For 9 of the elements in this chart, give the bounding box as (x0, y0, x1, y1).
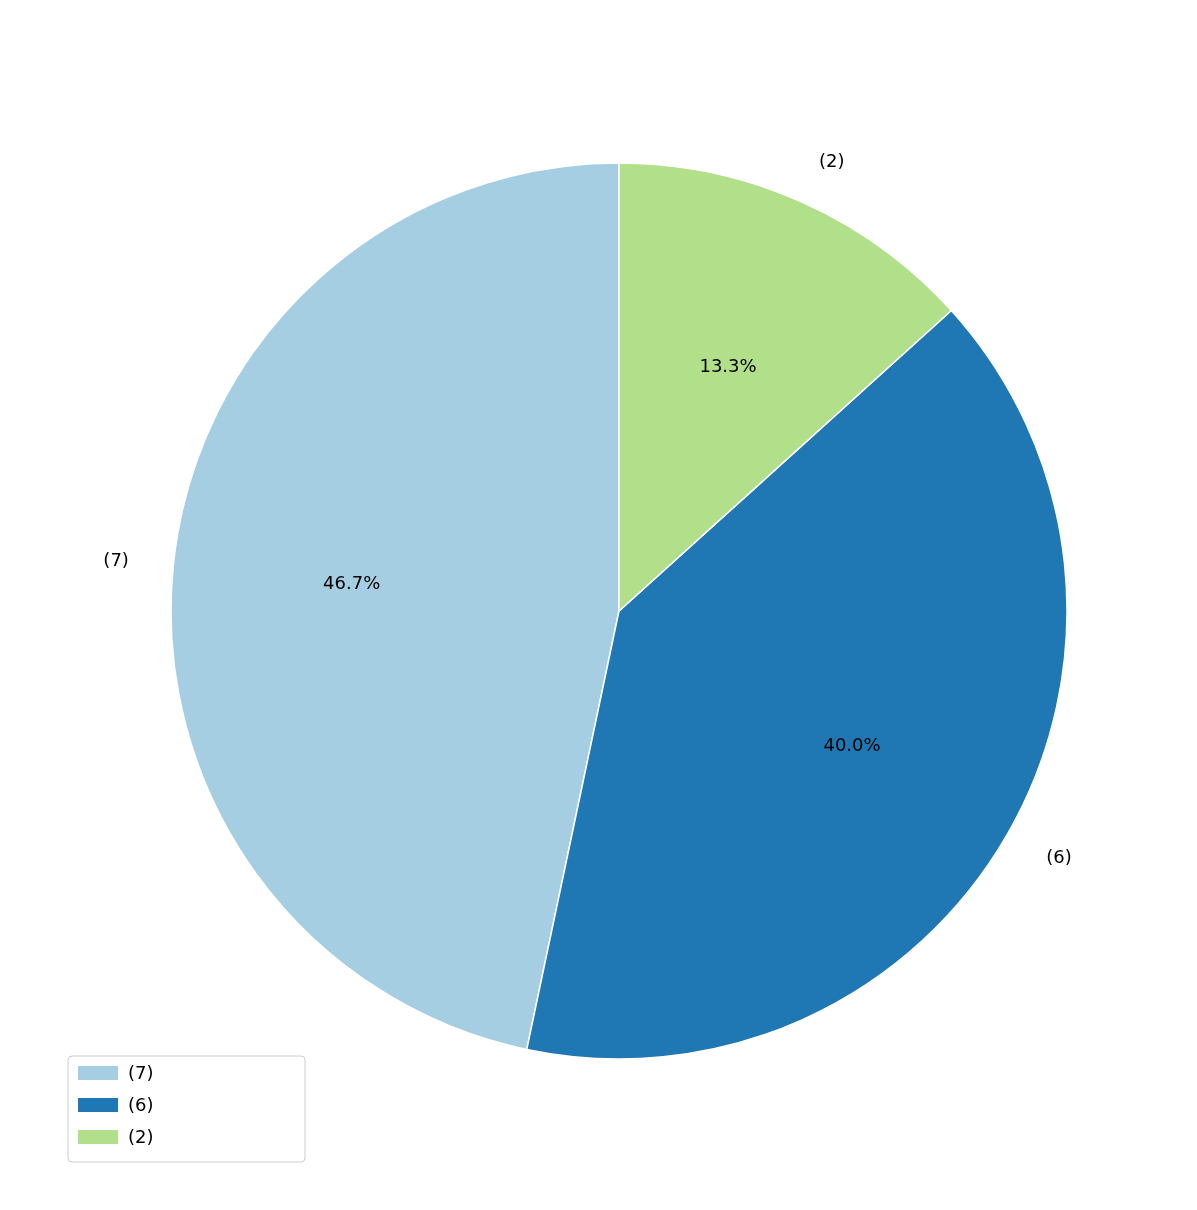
legend-label: (6) (128, 1094, 154, 1116)
legend-label: (7) (128, 1062, 154, 1084)
data-label: 40.0% (823, 734, 881, 756)
slice-label: (7) (103, 549, 129, 571)
legend-label: (2) (128, 1126, 154, 1148)
slice-label: (6) (1046, 845, 1072, 867)
data-label: 46.7% (323, 572, 381, 594)
data-label: 13.3% (699, 354, 757, 376)
slice-label: (2) (818, 149, 845, 171)
